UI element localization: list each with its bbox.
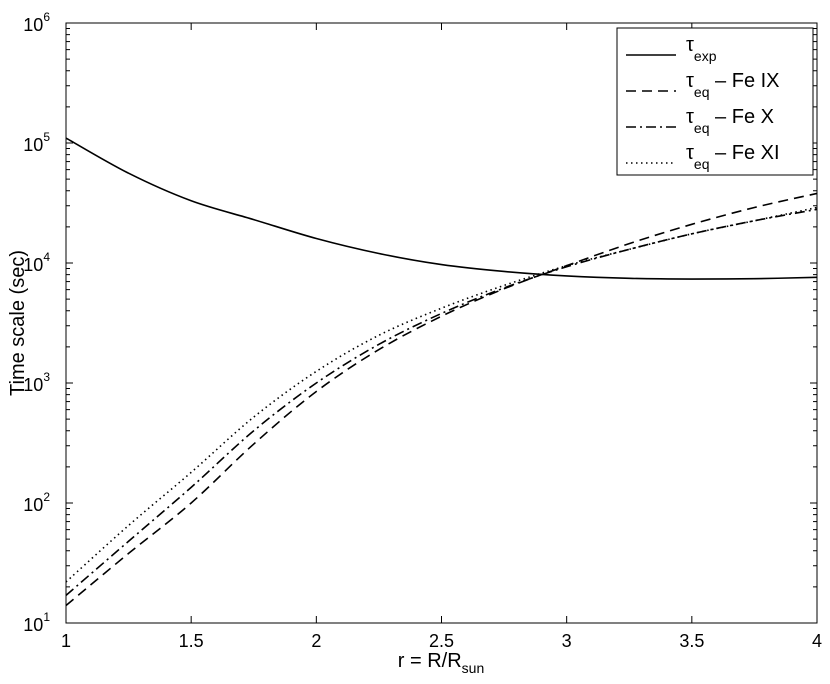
x-axis-label: r = R/Rsun — [398, 650, 484, 676]
x-tick-label: 1 — [61, 631, 71, 651]
x-tick-label: 4 — [812, 631, 822, 651]
series-line-dashed — [65, 192, 818, 607]
legend-label: τeq – Fe XI — [686, 142, 780, 172]
legend-box — [616, 27, 814, 176]
y-axis-label: Time scale (sec) — [7, 250, 29, 396]
x-tick-label: 1.5 — [179, 631, 204, 651]
x-tick-label: 2 — [311, 631, 321, 651]
x-tick-label: 3.5 — [679, 631, 704, 651]
x-tick-labels: 1 1.5 2 2.5 3 3.5 4 — [61, 631, 822, 651]
series-line-dotted — [65, 206, 818, 583]
tick-marks — [65, 22, 818, 624]
series-lines — [65, 137, 818, 607]
y-tick-label: 106 — [23, 10, 50, 35]
y-tick-labels: 101 102 103 104 105 106 — [23, 10, 50, 635]
x-tick-label: 3 — [562, 631, 572, 651]
y-tick-label: 105 — [23, 130, 50, 155]
y-tick-label: 104 — [23, 250, 50, 275]
legend: τexp τeq – Fe IX τeq – Fe X τeq – Fe XI — [616, 27, 814, 176]
y-tick-label: 102 — [23, 490, 50, 515]
series-line-solid — [65, 137, 818, 280]
legend-label: τeq – Fe IX — [686, 70, 780, 100]
y-tick-label: 103 — [23, 370, 50, 395]
legend-label: τexp — [686, 34, 717, 64]
y-tick-label: 101 — [23, 610, 50, 635]
legend-label: τeq – Fe X — [686, 106, 774, 136]
x-tick-label: 2.5 — [429, 631, 454, 651]
